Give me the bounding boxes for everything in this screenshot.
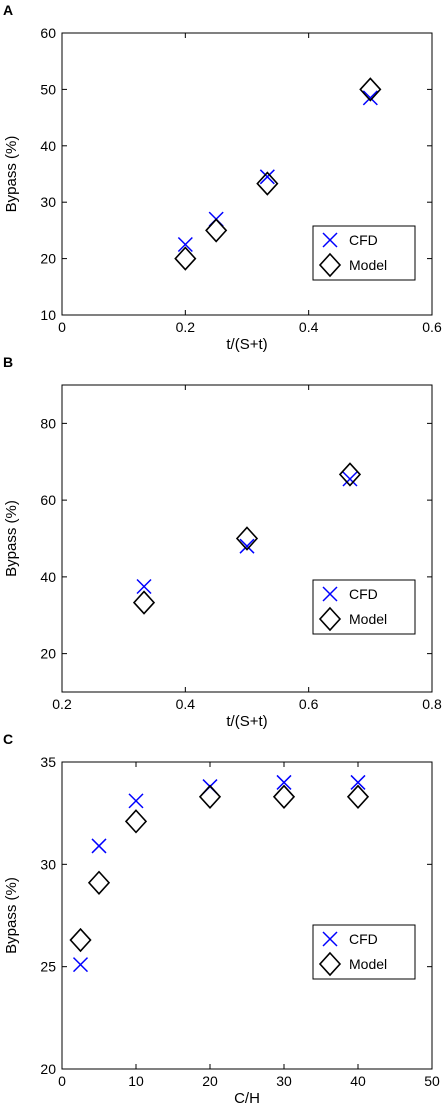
x-tick-label: 0 bbox=[58, 319, 66, 335]
legend: CFD Model bbox=[312, 225, 416, 281]
x-tick-label: 50 bbox=[424, 1073, 440, 1089]
axes-frame bbox=[61, 32, 433, 316]
y-tick-label: 40 bbox=[40, 569, 56, 585]
y-tick-label: 30 bbox=[40, 194, 56, 210]
model-point bbox=[124, 809, 148, 834]
y-tick-label: 20 bbox=[40, 1061, 56, 1077]
panel-label: B bbox=[3, 354, 13, 370]
cfd-point bbox=[342, 471, 358, 487]
legend-model-icon bbox=[318, 606, 342, 632]
y-tick-label: 60 bbox=[40, 25, 56, 41]
x-tick-label: 0.2 bbox=[52, 696, 72, 712]
model-point bbox=[87, 870, 111, 895]
legend-cfd-icon bbox=[322, 931, 338, 947]
legend-model-icon bbox=[318, 252, 342, 278]
x-tick-label: 10 bbox=[128, 1073, 144, 1089]
series-cfd bbox=[136, 471, 358, 594]
legend-label: CFD bbox=[349, 232, 378, 248]
model-point bbox=[69, 927, 92, 953]
cfd-point bbox=[259, 169, 275, 185]
chart-panel-c: 0 10 20 30 40 50 20 25 30 35 C/H Bypass (%) C CFD Mode… bbox=[3, 731, 440, 1107]
cfd-point bbox=[72, 957, 89, 973]
x-tick-label: 0 bbox=[58, 1073, 66, 1089]
x-tick-label: 30 bbox=[276, 1073, 292, 1089]
cfd-point bbox=[362, 90, 378, 106]
x-tick-label: 0.4 bbox=[176, 696, 196, 712]
panel-label: C bbox=[3, 731, 13, 747]
cfd-point bbox=[177, 236, 193, 253]
y-tick-label: 60 bbox=[40, 492, 56, 508]
y-axis-label: Bypass (%) bbox=[3, 136, 20, 213]
y-axis-label: Bypass (%) bbox=[3, 877, 20, 954]
chart-panel-b: 0.2 0.4 0.6 0.8 20 40 60 80 t/(S+t) Bypass (%) B CF… bbox=[3, 354, 442, 730]
legend-label: Model bbox=[349, 257, 387, 273]
cfd-point bbox=[91, 838, 107, 854]
model-point bbox=[346, 784, 370, 809]
legend-label: CFD bbox=[349, 931, 378, 947]
x-tick-label: 0.6 bbox=[422, 319, 442, 335]
x-axis-label: t/(S+t) bbox=[226, 336, 267, 353]
cfd-point bbox=[276, 774, 292, 790]
legend-label: CFD bbox=[349, 586, 378, 602]
y-tick-label: 20 bbox=[40, 251, 56, 267]
legend-cfd-icon bbox=[322, 586, 338, 602]
model-point bbox=[359, 77, 382, 102]
axes-frame bbox=[61, 761, 433, 1070]
model-point bbox=[272, 784, 296, 809]
cfd-point bbox=[239, 538, 255, 554]
chart-panel-a: 0 0.2 0.4 0.6 10 20 30 40 50 60 t/(S+t) Bypass (%) A… bbox=[3, 2, 442, 353]
y-tick-label: 50 bbox=[40, 81, 56, 97]
model-point bbox=[198, 784, 222, 809]
y-tick-label: 30 bbox=[40, 856, 56, 872]
axes-frame bbox=[61, 384, 433, 693]
legend: CFD Model bbox=[312, 924, 416, 980]
y-axis-label: Bypass (%) bbox=[3, 500, 20, 577]
x-tick-label: 0.6 bbox=[299, 696, 319, 712]
x-tick-label: 0.2 bbox=[176, 319, 196, 335]
model-point bbox=[338, 462, 362, 487]
y-tick-label: 20 bbox=[40, 646, 56, 662]
series-model bbox=[132, 462, 362, 615]
y-tick-label: 10 bbox=[40, 307, 56, 323]
model-point bbox=[256, 171, 279, 196]
model-point bbox=[174, 246, 197, 271]
y-tick-label: 35 bbox=[40, 754, 56, 770]
legend-model-icon bbox=[318, 951, 342, 977]
x-tick-label: 20 bbox=[202, 1073, 218, 1089]
cfd-point bbox=[350, 774, 366, 790]
x-tick-label: 40 bbox=[350, 1073, 366, 1089]
model-point bbox=[205, 218, 228, 243]
series-model bbox=[69, 784, 370, 953]
legend: CFD Model bbox=[312, 579, 416, 635]
x-tick-label: 0.8 bbox=[422, 696, 442, 712]
x-axis-label: C/H bbox=[234, 1090, 260, 1107]
y-tick-label: 80 bbox=[40, 415, 56, 431]
legend-label: Model bbox=[349, 956, 387, 972]
model-point bbox=[235, 526, 259, 551]
y-tick-label: 25 bbox=[40, 959, 56, 975]
legend-cfd-icon bbox=[322, 232, 338, 248]
panel-label: A bbox=[3, 2, 13, 18]
y-tick-label: 40 bbox=[40, 138, 56, 154]
model-point bbox=[132, 590, 156, 615]
x-tick-label: 0.4 bbox=[299, 319, 319, 335]
x-axis-label: t/(S+t) bbox=[226, 713, 267, 730]
cfd-point bbox=[136, 578, 152, 594]
legend-label: Model bbox=[349, 611, 387, 627]
series-model bbox=[174, 77, 382, 271]
cfd-point bbox=[128, 793, 144, 809]
